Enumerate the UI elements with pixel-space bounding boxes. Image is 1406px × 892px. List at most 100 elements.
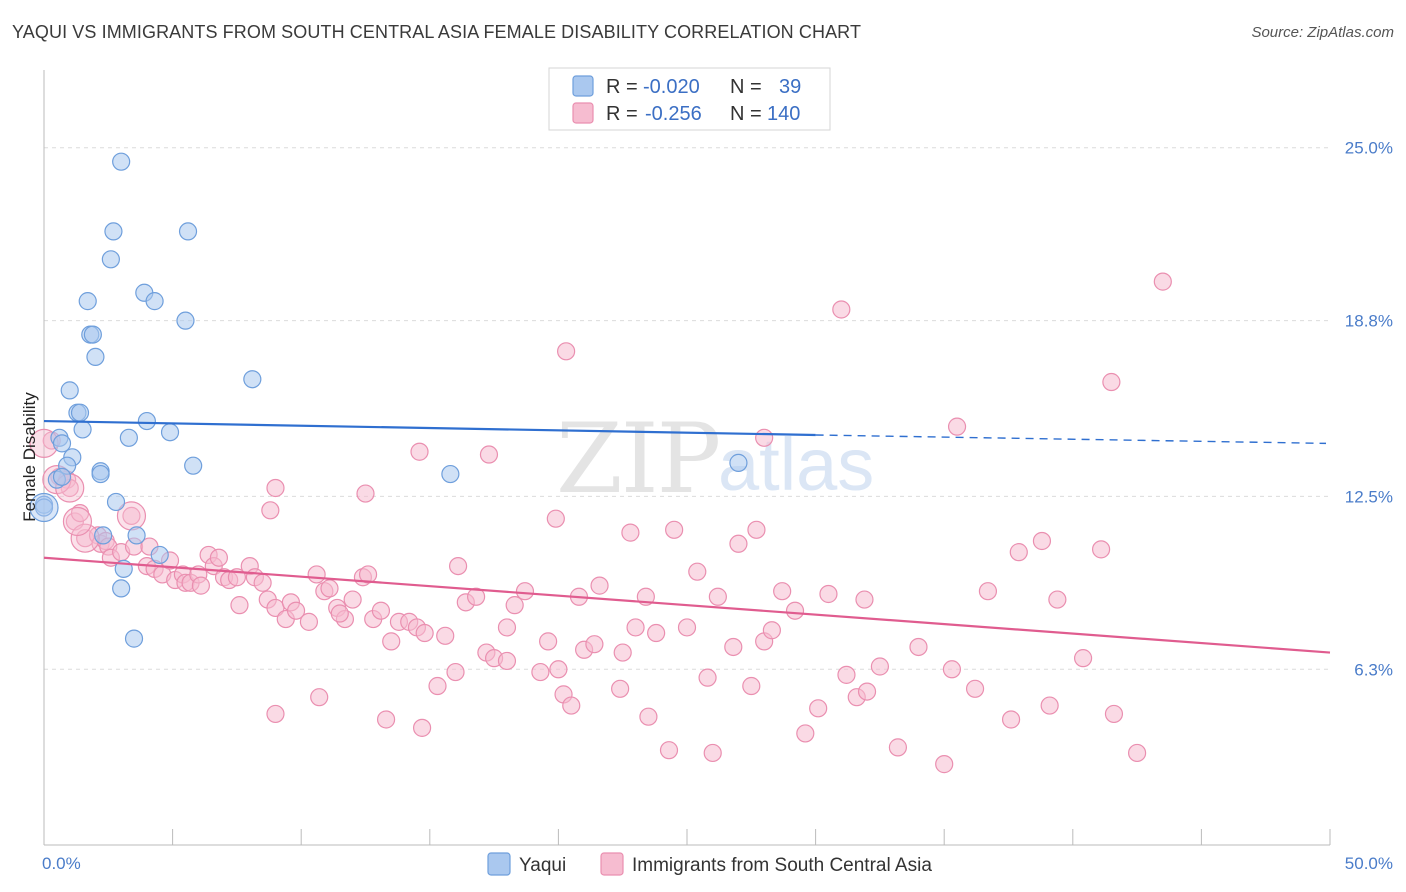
chart-title: YAQUI VS IMMIGRANTS FROM SOUTH CENTRAL A… bbox=[12, 22, 862, 42]
yaqui-point bbox=[94, 526, 113, 545]
immigrants-point bbox=[382, 632, 401, 651]
immigrants-point bbox=[546, 509, 565, 528]
yaqui-point bbox=[78, 292, 97, 311]
yaqui-point bbox=[70, 403, 90, 422]
immigrants-point bbox=[1104, 704, 1124, 724]
immigrants-point bbox=[688, 562, 707, 581]
immigrants-point bbox=[1048, 590, 1067, 609]
yaqui-point bbox=[112, 579, 131, 598]
legend-bottom-swatch-yaqui bbox=[487, 852, 511, 876]
immigrants-point bbox=[796, 724, 815, 743]
immigrants-point bbox=[266, 704, 285, 724]
immigrants-point bbox=[935, 755, 954, 774]
immigrants-point bbox=[870, 657, 890, 676]
legend-box bbox=[548, 67, 831, 131]
legend-r-value: -0.256 bbox=[645, 103, 702, 125]
immigrants-point bbox=[497, 651, 517, 671]
legend-top: R = -0.020 N = 39 R = -0.256 N = 140 bbox=[548, 67, 831, 131]
yaqui-point bbox=[91, 464, 110, 484]
immigrants-point bbox=[1040, 696, 1059, 715]
legend-r-label: R = bbox=[606, 76, 638, 98]
immigrants-point bbox=[1001, 710, 1021, 729]
immigrants-point bbox=[320, 579, 339, 598]
immigrants-point bbox=[436, 626, 455, 645]
immigrants-point bbox=[448, 556, 468, 576]
legend-bottom-swatch-immigrants bbox=[600, 852, 624, 876]
immigrants-point bbox=[978, 582, 998, 601]
chart-source: Source: ZipAtlas.com bbox=[1251, 24, 1394, 41]
legend-r-label: R = bbox=[606, 103, 638, 125]
immigrants-point bbox=[611, 679, 630, 698]
immigrants-point bbox=[371, 601, 391, 620]
immigrants-point bbox=[590, 576, 609, 595]
legend-n-value: 39 bbox=[779, 76, 801, 98]
immigrants-point bbox=[837, 665, 856, 684]
immigrants-point bbox=[410, 442, 429, 461]
immigrants-point bbox=[832, 300, 851, 319]
immigrants-point bbox=[773, 582, 792, 601]
yaqui-point bbox=[178, 222, 198, 241]
immigrants-point bbox=[677, 618, 697, 637]
immigrants-point bbox=[942, 660, 962, 679]
legend-bottom-label-yaqui: Yaqui bbox=[519, 855, 566, 876]
yaqui-point bbox=[145, 292, 164, 311]
immigrants-point bbox=[888, 738, 908, 757]
immigrants-point bbox=[122, 506, 141, 525]
immigrants-point bbox=[1032, 531, 1052, 551]
watermark: ZIP atlas bbox=[556, 403, 874, 515]
immigrants-point bbox=[466, 587, 486, 606]
immigrants-point bbox=[703, 743, 722, 763]
yaqui-point bbox=[60, 381, 79, 400]
immigrants-point bbox=[356, 484, 375, 503]
immigrants-point bbox=[659, 741, 679, 760]
yaqui-point bbox=[104, 222, 123, 241]
yaqui-point bbox=[160, 423, 180, 442]
yaqui-point bbox=[124, 629, 144, 648]
immigrants-point bbox=[698, 668, 717, 687]
immigrants-point bbox=[539, 632, 558, 651]
immigrants-point bbox=[415, 623, 434, 643]
immigrants-point bbox=[562, 696, 581, 715]
immigrants-point bbox=[639, 707, 658, 726]
yaqui-point bbox=[176, 311, 195, 330]
yaqui-point bbox=[127, 526, 146, 545]
immigrants-point bbox=[299, 612, 319, 631]
immigrants-point bbox=[191, 576, 210, 595]
legend-r-value: -0.020 bbox=[643, 76, 700, 98]
immigrants-point bbox=[557, 342, 576, 361]
yaqui-point bbox=[83, 325, 102, 344]
immigrants-point bbox=[343, 590, 362, 609]
yaqui-point bbox=[243, 370, 262, 389]
immigrants-point bbox=[724, 637, 743, 657]
immigrants-point bbox=[1102, 372, 1121, 392]
y-tick-label: 12.5% bbox=[1345, 487, 1393, 506]
immigrants-point bbox=[286, 601, 306, 620]
immigrants-point bbox=[665, 520, 684, 539]
immigrants-point bbox=[479, 445, 499, 464]
yaqui-point bbox=[184, 456, 203, 475]
immigrants-point bbox=[497, 618, 517, 637]
yaqui-point bbox=[52, 434, 72, 453]
immigrants-point bbox=[647, 623, 666, 643]
yaqui-point bbox=[73, 420, 92, 439]
immigrants-point bbox=[549, 660, 568, 679]
immigrants-point bbox=[729, 534, 748, 553]
immigrants-point bbox=[755, 428, 774, 447]
immigrants-point bbox=[266, 478, 285, 498]
grid-lines bbox=[44, 147, 1330, 670]
tick-labels: 6.3% 12.5% 18.8% 25.0% 0.0% 50.0% bbox=[42, 139, 1393, 873]
yaqui-point bbox=[137, 411, 156, 431]
y-tick-label: 6.3% bbox=[1354, 660, 1393, 679]
immigrants-point bbox=[261, 501, 280, 520]
immigrants-point bbox=[358, 565, 378, 584]
immigrants-point bbox=[857, 682, 877, 701]
immigrants-point bbox=[742, 676, 761, 696]
immigrants-point bbox=[809, 699, 828, 718]
legend-bottom: Yaqui Immigrants from South Central Asia bbox=[487, 852, 932, 876]
y-axis-label: Female Disability bbox=[20, 392, 39, 522]
immigrants-point bbox=[855, 590, 874, 609]
immigrants-point bbox=[310, 688, 329, 707]
series-yaqui-points bbox=[29, 152, 748, 648]
immigrants-point bbox=[230, 596, 249, 615]
